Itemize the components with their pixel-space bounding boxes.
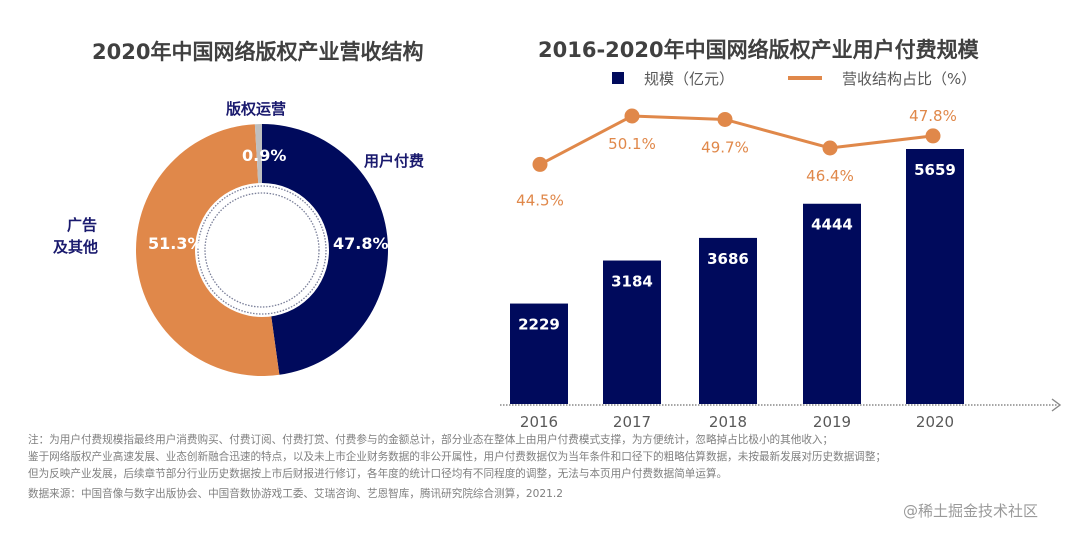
line-value-label: 44.5% <box>516 191 564 209</box>
line-value-label: 46.4% <box>806 167 854 185</box>
bar-value-label: 2229 <box>518 316 560 334</box>
line-point-2019 <box>822 140 838 156</box>
bar-2019 <box>803 203 861 404</box>
x-tick-label: 2016 <box>520 413 558 431</box>
donut-hole-dotted-ring-outer <box>197 185 327 315</box>
footnote-line: 但为反映产业发展，后续章节部分行业历史数据按上市后财报进行修订，各年度的统计口径… <box>28 468 728 480</box>
bar-2016 <box>510 303 568 404</box>
footnote-line: 注：为用户付费规模指最终用户消费购买、付费订阅、付费打赏、付费参与的金额总计，部… <box>28 434 834 446</box>
pie-label-user-payment: 用户付费 <box>364 152 425 170</box>
data-source: 数据来源：中国音像与数字出版协会、中国音数协游戏工委、艾瑞咨询、艺恩智库，腾讯研… <box>28 488 563 500</box>
bar-value-label: 5659 <box>914 161 956 179</box>
x-tick-label: 2020 <box>916 413 954 431</box>
pie-chart-title: 2020年中国网络版权产业营收结构 <box>92 40 424 64</box>
line-point-2018 <box>717 111 733 127</box>
pie-label-copyright-ops: 版权运营 <box>226 100 287 118</box>
legend-bar-label: 规模（亿元） <box>644 69 735 88</box>
pie-label-ads-line1: 广告 <box>67 216 98 234</box>
bar-value-label: 4444 <box>811 216 853 234</box>
line-point-2016 <box>532 156 548 172</box>
pie-value-copyright-ops: 0.9% <box>242 146 287 165</box>
legend-line-label: 营收结构占比（%） <box>842 69 977 88</box>
line-value-label: 49.7% <box>701 138 749 156</box>
watermark: @稀土掘金技术社区 <box>903 502 1039 520</box>
x-tick-label: 2018 <box>709 413 747 431</box>
line-point-2017 <box>624 108 640 124</box>
pie-value-ads: 51.3% <box>148 234 204 253</box>
bar-value-label: 3184 <box>611 273 653 291</box>
bar-value-label: 3686 <box>707 250 749 268</box>
x-tick-label: 2017 <box>613 413 651 431</box>
pie-label-ads-line2: 及其他 <box>53 238 99 256</box>
x-tick-label: 2019 <box>813 413 851 431</box>
donut-hole-dotted-ring-inner <box>204 192 320 308</box>
donut-hole <box>195 183 329 317</box>
line-value-label: 50.1% <box>608 135 656 153</box>
line-value-label: 47.8% <box>909 107 957 125</box>
bar-2020 <box>906 149 964 404</box>
bar-chart-legend: 规模（亿元） 营收结构占比（%） <box>612 66 976 90</box>
bar-chart-title: 2016-2020年中国网络版权产业用户付费规模 <box>538 38 979 62</box>
bar-2017 <box>603 260 661 404</box>
pie-value-user-payment: 47.8% <box>333 234 389 253</box>
legend-line-swatch <box>788 76 823 80</box>
legend-bar-swatch <box>612 72 624 84</box>
line-point-2020 <box>925 128 941 144</box>
footnote-line: 鉴于网络版权产业高速发展、业态创新融合迅速的特点，以及未上市企业财务数据的非公开… <box>28 451 887 463</box>
bar-2018 <box>699 237 757 404</box>
footnotes: 注：为用户付费规模指最终用户消费购买、付费订阅、付费打赏、付费参与的金额总计，部… <box>28 432 886 483</box>
x-axis-arrow-icon <box>1051 398 1062 412</box>
